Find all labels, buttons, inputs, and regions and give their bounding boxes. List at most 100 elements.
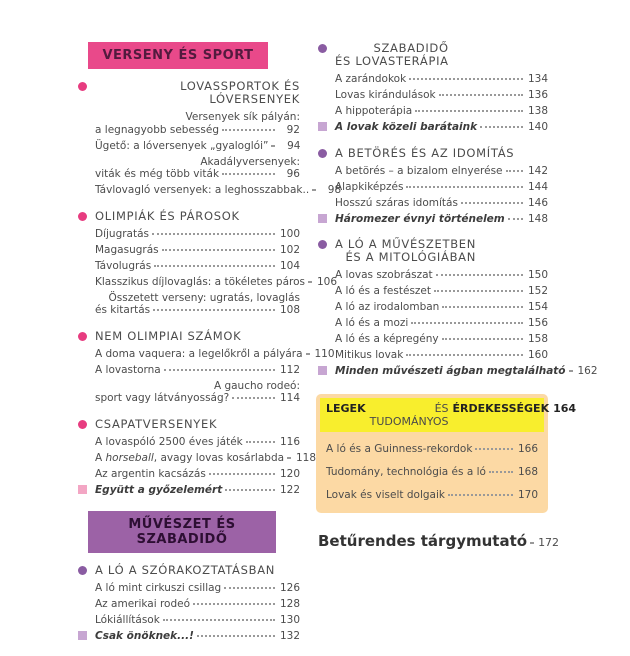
page-number: 150	[527, 269, 548, 281]
entry-label: a legnagyobb sebesség	[95, 123, 219, 136]
dotted-leader-icon	[441, 338, 523, 340]
entry-label: A doma vaquera: a legelőkről a pályára	[95, 347, 303, 360]
toc-entry: Lókiállítások 130	[95, 614, 300, 627]
entry-label: A gaucho rodeó:	[213, 379, 300, 392]
dotted-leader-icon	[415, 110, 523, 112]
page-number: 106	[316, 275, 337, 288]
square-marker-icon	[318, 366, 327, 375]
page-number: 166	[517, 442, 538, 455]
dotted-leader-icon	[193, 603, 275, 605]
square-marker-icon	[318, 213, 327, 223]
entry-label: A ló és a festészet	[335, 285, 432, 297]
page-number: 170	[517, 488, 538, 501]
dotted-leader-icon	[438, 94, 523, 96]
page-number: 92	[286, 123, 300, 136]
entry-label: Akadályversenyek:	[200, 155, 300, 168]
entry-label: A ló mint cirkuszi csillag	[95, 582, 222, 594]
section-bullet-icon	[318, 148, 327, 158]
entry-label: Együtt a győzelemért	[95, 483, 223, 496]
entry-label: A ló az irodalomban	[335, 301, 440, 313]
toc-entry: A gaucho rodeó: sport vagy látványosság? 1…	[95, 380, 300, 405]
dotted-leader-icon	[447, 493, 513, 496]
dotted-leader-icon	[152, 232, 275, 235]
toc-section: NEM OLIMPIAI SZÁMOK A doma vaquera: a leg…	[78, 329, 335, 405]
entry-label: Mitikus lovak	[335, 349, 404, 361]
chapter-banner: VERSENY ÉS SPORT	[88, 42, 268, 69]
dotted-leader-icon	[153, 309, 275, 311]
page-number: 144	[527, 180, 548, 193]
entry-label-part: , avagy lovas kosárlabda	[153, 451, 285, 464]
toc-entry: A lovas szobrászat 150	[335, 269, 548, 282]
section-title: LOVASSPORTOK ÉS LÓVERSENYEK	[180, 79, 300, 106]
entry-label: Díjugratás	[95, 227, 150, 240]
dotted-leader-icon	[232, 397, 275, 399]
entry-label: Távlovagló versenyek: a leghosszabbak..	[95, 184, 310, 196]
toc-entry: Összetett verseny: ugratás, lovaglás és k…	[95, 292, 300, 317]
dotted-leader-icon	[308, 280, 312, 283]
chapter-banner: MŰVÉSZET ÉS SZABADIDŐ	[88, 511, 276, 553]
toc-entry: Együtt a győzelemért 122	[78, 484, 300, 497]
toc-entry: Az amerikai rodeó 128	[95, 598, 300, 611]
left-column: VERSENY ÉS SPORT LOVASSPORTOK ÉS LÓVERSEN…	[78, 42, 341, 656]
page-number: 98	[327, 184, 342, 196]
toc-section: CSAPATVERSENYEK A lovaspóló 2500 éves ját…	[78, 417, 316, 497]
page-number: 118	[296, 451, 317, 464]
entry-label: Az amerikai rodeó	[95, 598, 191, 610]
dotted-leader-icon	[163, 368, 275, 371]
dotted-leader-icon	[507, 217, 523, 220]
page-number: 96	[286, 168, 300, 180]
entry-label: A lovastorna	[95, 363, 161, 376]
page-number: 128	[279, 598, 300, 610]
entry-label: A zarándokok	[335, 73, 407, 85]
section-title: A LÓ A MŰVÉSZETBEN	[335, 237, 477, 251]
toc-entry: Lovas kirándulások 136	[335, 89, 548, 102]
entry-label: Tudomány, technológia és a ló	[326, 465, 486, 478]
dotted-leader-icon	[225, 488, 275, 491]
page-number: 140	[527, 121, 548, 133]
page-number: 126	[279, 582, 300, 594]
section-bullet-icon	[78, 211, 87, 221]
dotted-leader-icon	[208, 472, 275, 475]
section-title: ÉS A MITOLÓGIÁBAN	[345, 250, 477, 264]
dotted-leader-icon	[434, 290, 523, 292]
dotted-leader-icon	[312, 189, 317, 191]
entry-label: Összetett verseny: ugratás, lovaglás	[108, 291, 300, 304]
toc-entry: Távlovagló versenyek: a leghosszabbak.. 9…	[95, 184, 341, 197]
page-number: 152	[527, 285, 548, 297]
entry-label: és kitartás	[95, 304, 151, 316]
toc-entry: Minden művészeti ágban megtalálható 162	[318, 365, 598, 378]
entry-label: Lovas kirándulások	[335, 89, 436, 101]
page-number: 134	[527, 73, 548, 85]
dotted-leader-icon	[406, 185, 523, 188]
page-number: 112	[279, 363, 300, 376]
toc-section: A LÓ A MŰVÉSZETBEN ÉS A MITOLÓGIÁBAN A lov…	[318, 237, 598, 378]
entry-label: Csak önöknek...!	[95, 630, 194, 642]
entry-label: A lovak közeli barátaink	[335, 121, 478, 133]
page-number: 108	[279, 304, 300, 316]
box-header-part: LEGEK	[326, 401, 366, 415]
toc-entry: Háromezer évnyi történelem 148	[318, 213, 548, 226]
toc-entry: A lovaspóló 2500 éves játék 116	[95, 436, 300, 449]
entry-label: Hosszú száras idomítás	[335, 196, 458, 209]
page-number: 168	[517, 465, 538, 478]
toc-entry: Mitikus lovak 160	[335, 349, 548, 362]
dotted-leader-icon	[222, 128, 275, 131]
dotted-leader-icon	[196, 635, 275, 637]
dotted-leader-icon	[488, 470, 513, 473]
page-number: 146	[527, 196, 548, 209]
toc-entry: A ló és a képregény 158	[335, 333, 548, 346]
dotted-leader-icon	[442, 306, 523, 308]
toc-entry: Hosszú száras idomítás 146	[335, 197, 548, 210]
dotted-leader-icon	[568, 370, 573, 372]
dotted-leader-icon	[505, 169, 523, 172]
toc-entry: A ló és a mozi 156	[335, 317, 548, 330]
dotted-leader-icon	[435, 274, 523, 276]
section-title: SZABADIDŐ	[373, 41, 449, 55]
section-title: OLIMPIÁK ÉS PÁROSOK	[95, 208, 240, 223]
toc-entry: A horseball, avagy lovas kosárlabda 118	[95, 451, 316, 465]
toc-section: SZABADIDŐ ÉS LOVASTERÁPIA A zarándokok 134 L…	[318, 42, 548, 134]
entry-label: Klasszikus díjlovaglás: a tökéletes páro…	[95, 275, 305, 288]
box-header-part: ÉS TUDOMÁNYOS	[369, 401, 449, 428]
entry-label: Minden művészeti ágban megtalálható	[335, 365, 566, 377]
section-bullet-icon	[318, 240, 327, 249]
